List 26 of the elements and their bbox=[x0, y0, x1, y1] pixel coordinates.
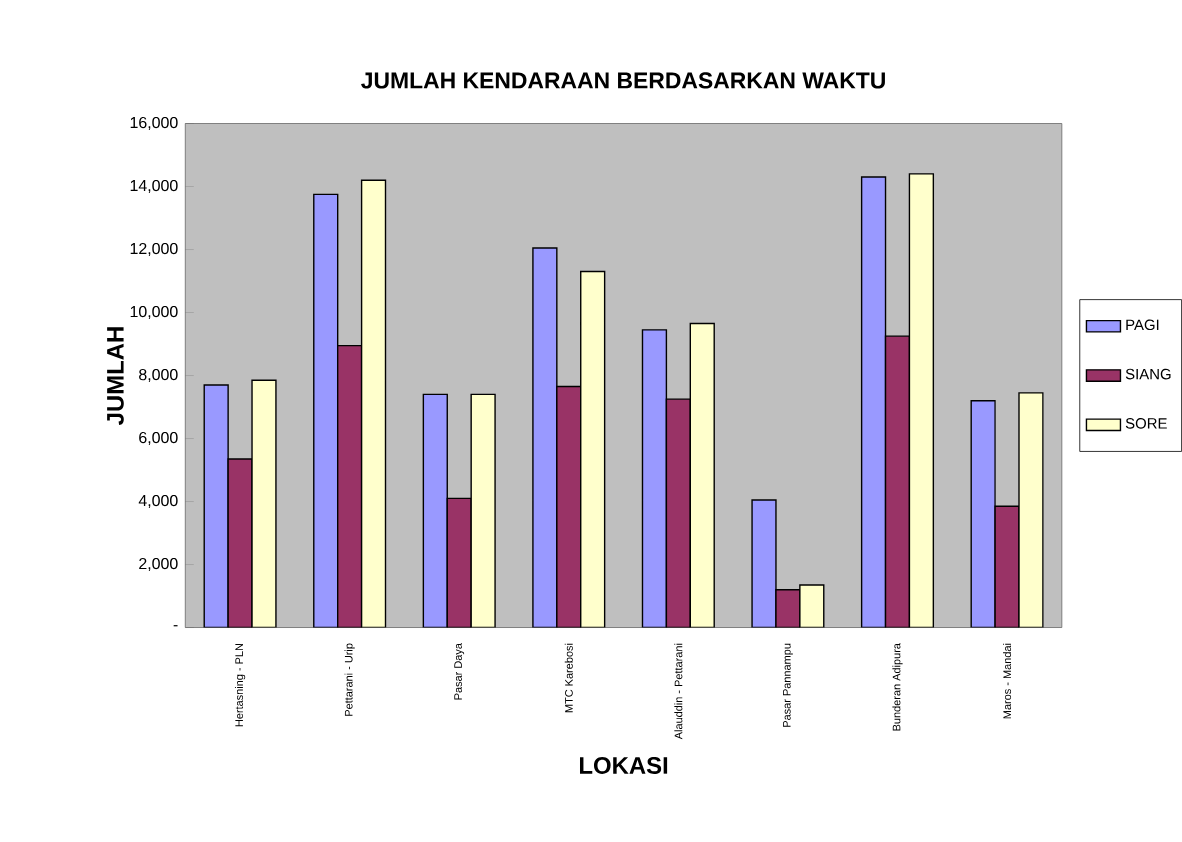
bar bbox=[751, 498, 777, 628]
bar bbox=[313, 193, 339, 628]
bar bbox=[446, 497, 472, 628]
bar bbox=[470, 393, 496, 628]
y-axis-title: JUMLAH bbox=[107, 326, 124, 425]
bar bbox=[908, 172, 935, 628]
bar bbox=[336, 344, 363, 628]
bar bbox=[775, 588, 801, 628]
bar bbox=[884, 335, 911, 628]
bar bbox=[860, 176, 887, 628]
bar bbox=[994, 505, 1020, 628]
bar bbox=[1018, 391, 1044, 628]
bar bbox=[970, 399, 996, 628]
bar bbox=[641, 328, 668, 628]
bar bbox=[580, 271, 605, 628]
bar bbox=[227, 457, 253, 628]
bar bbox=[360, 179, 387, 628]
bar bbox=[251, 379, 277, 628]
bar bbox=[532, 247, 557, 628]
bar bbox=[422, 393, 448, 628]
bar bbox=[203, 383, 229, 628]
bar bbox=[556, 386, 581, 628]
bar bbox=[689, 322, 715, 628]
x-axis-title: LOKASI bbox=[580, 756, 668, 774]
bar bbox=[665, 398, 691, 628]
chart-title: JUMLAH KENDARAAN BERDASARKAN WAKTU bbox=[361, 72, 885, 89]
